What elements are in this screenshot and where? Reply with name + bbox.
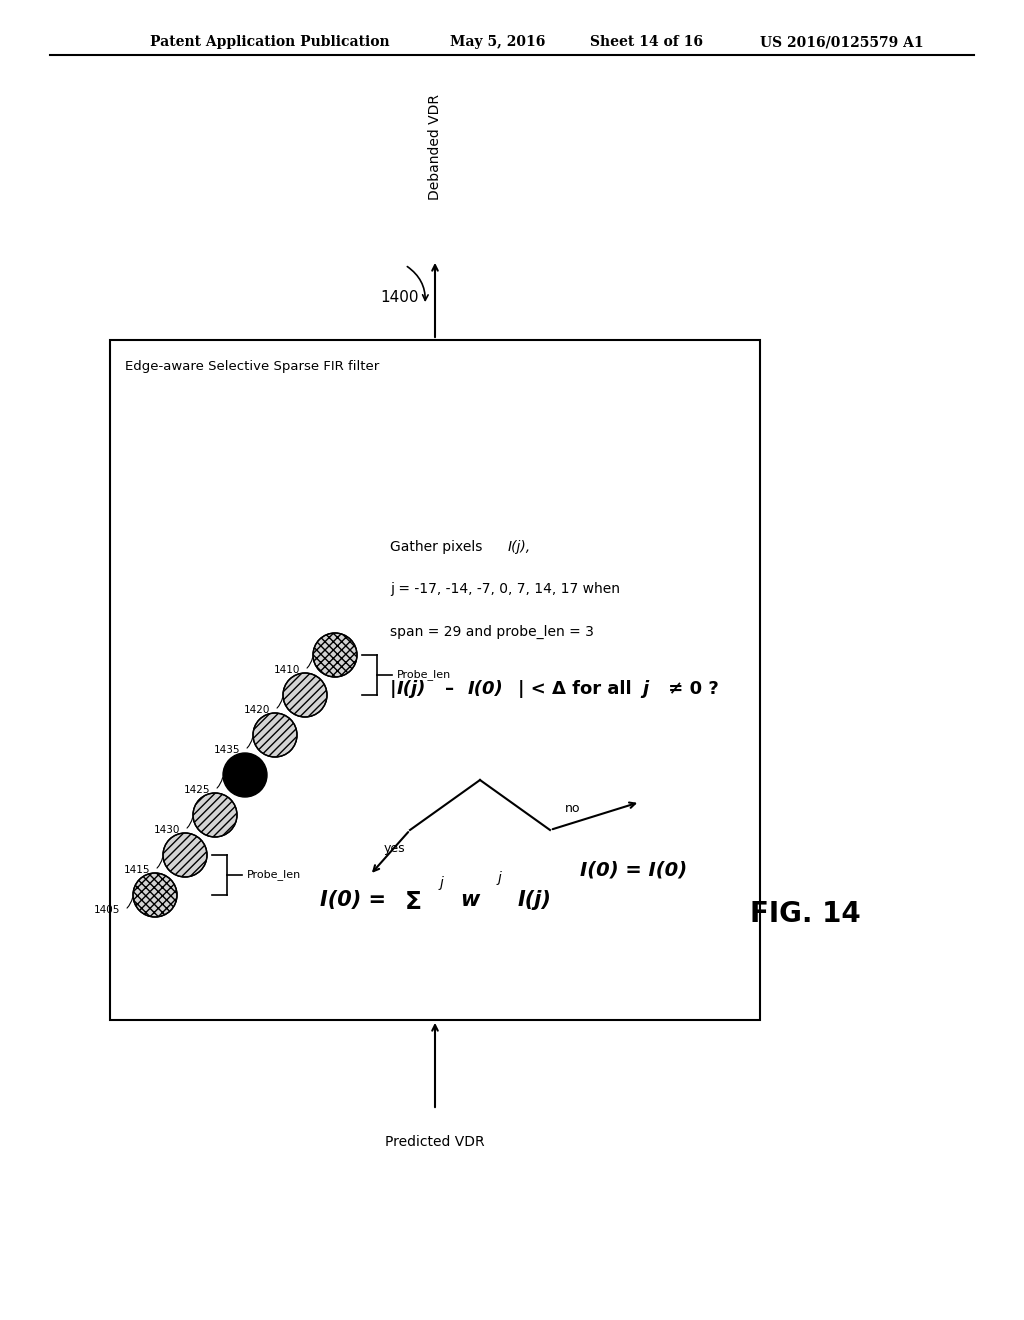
Text: I(0) =: I(0) =: [319, 890, 393, 909]
Text: 1420: 1420: [244, 705, 270, 715]
Circle shape: [193, 793, 237, 837]
Text: j: j: [440, 876, 443, 890]
Text: ≠ 0 ?: ≠ 0 ?: [662, 680, 719, 698]
Text: I(j): I(j): [518, 890, 552, 909]
Text: 1435: 1435: [213, 744, 240, 755]
Text: j = -17, -14, -7, 0, 7, 14, 17 when: j = -17, -14, -7, 0, 7, 14, 17 when: [390, 582, 620, 597]
Text: 1410: 1410: [273, 665, 300, 675]
Text: no: no: [565, 803, 581, 814]
Text: j: j: [642, 680, 648, 698]
Text: May 5, 2016: May 5, 2016: [450, 36, 546, 49]
Text: Probe_len: Probe_len: [247, 870, 301, 880]
Text: I(j): I(j): [397, 680, 426, 698]
Text: –: –: [445, 680, 461, 698]
Text: | < Δ for all: | < Δ for all: [518, 680, 638, 698]
Text: I(0): I(0): [468, 680, 504, 698]
Circle shape: [133, 873, 177, 917]
Circle shape: [223, 752, 267, 797]
FancyBboxPatch shape: [110, 341, 760, 1020]
Text: 1425: 1425: [183, 785, 210, 795]
Text: 1400: 1400: [380, 290, 419, 305]
Text: Σ: Σ: [406, 890, 422, 913]
Text: Predicted VDR: Predicted VDR: [385, 1135, 484, 1148]
Text: US 2016/0125579 A1: US 2016/0125579 A1: [760, 36, 924, 49]
Text: Debanded VDR: Debanded VDR: [428, 94, 442, 201]
Text: Probe_len: Probe_len: [397, 669, 452, 680]
Text: I(j),: I(j),: [508, 540, 531, 554]
Text: w: w: [460, 890, 479, 909]
Text: |: |: [390, 680, 396, 698]
Text: 1415: 1415: [124, 865, 150, 875]
Circle shape: [253, 713, 297, 756]
Text: Edge-aware Selective Sparse FIR filter: Edge-aware Selective Sparse FIR filter: [125, 360, 379, 374]
Text: yes: yes: [383, 842, 406, 855]
Circle shape: [163, 833, 207, 876]
Circle shape: [283, 673, 327, 717]
Text: FIG. 14: FIG. 14: [750, 900, 861, 928]
Text: 1405: 1405: [93, 906, 120, 915]
Text: Gather pixels: Gather pixels: [390, 540, 486, 554]
Text: Patent Application Publication: Patent Application Publication: [150, 36, 389, 49]
Text: Sheet 14 of 16: Sheet 14 of 16: [590, 36, 703, 49]
Text: I(0) = I(0): I(0) = I(0): [580, 861, 687, 879]
Text: 1430: 1430: [154, 825, 180, 836]
Text: j: j: [498, 871, 502, 884]
Circle shape: [313, 634, 357, 677]
Text: span = 29 and probe_len = 3: span = 29 and probe_len = 3: [390, 624, 594, 639]
